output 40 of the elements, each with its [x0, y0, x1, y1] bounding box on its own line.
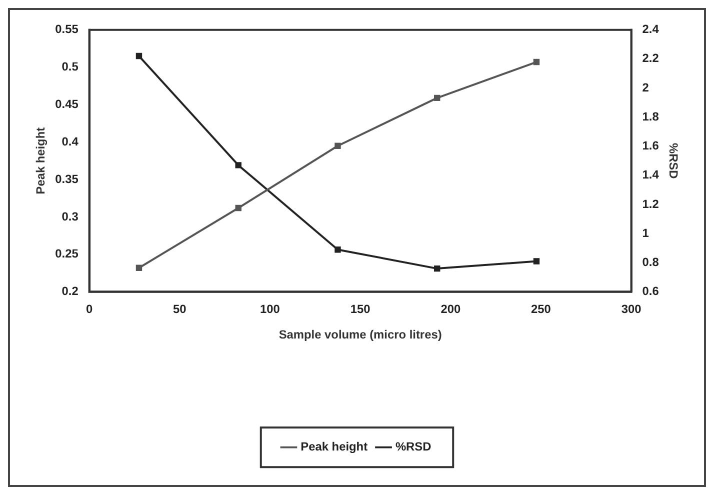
point	[334, 142, 341, 149]
point	[136, 52, 142, 60]
y2-tick-label: 1.6	[642, 138, 660, 153]
point	[136, 264, 142, 271]
y-axis-title: Peak height	[33, 127, 48, 194]
x-tick-label: 50	[173, 302, 187, 316]
y2-tick-label: 1.2	[642, 196, 660, 211]
y2-tick-label: 1	[642, 226, 650, 240]
y2-axis-title: %RSD	[666, 142, 681, 180]
y2-tick-label: 1.4	[642, 168, 660, 182]
point	[334, 246, 341, 253]
point	[434, 94, 440, 102]
y2-tick-label: 0.8	[642, 255, 660, 269]
x-tick-label: 0	[86, 302, 93, 316]
x-tick-label: 200	[440, 302, 461, 316]
y-tick-label: 0.2	[62, 284, 79, 298]
y-tick-label: 0.4	[62, 134, 79, 148]
y2-tick-label: 1.8	[642, 109, 660, 124]
y-tick-label: 0.25	[55, 246, 79, 261]
y2-tick-label: 2	[642, 80, 650, 94]
x-tick-label: 100	[260, 302, 280, 316]
point	[235, 162, 242, 168]
y-tick-label: 0.45	[55, 96, 79, 111]
point	[533, 58, 540, 66]
point	[533, 258, 540, 264]
y-tick-label: 0.35	[55, 172, 79, 186]
x-tick-label: 150	[350, 302, 371, 316]
point	[434, 265, 440, 272]
y2-tick-label: 2.2	[642, 51, 660, 66]
legend-label: Peak height	[300, 440, 368, 454]
y-tick-label: 0.5	[62, 60, 79, 74]
x-tick-label: 250	[531, 302, 552, 316]
point	[235, 204, 242, 212]
y-tick-label: 0.3	[62, 209, 79, 224]
legend-label: %RSD	[395, 440, 432, 454]
y2-tick-label: 2.4	[642, 22, 660, 36]
x-axis-title: Sample volume (micro litres)	[278, 327, 442, 342]
y-tick-label: 0.55	[55, 22, 79, 36]
x-tick-label: 300	[621, 302, 642, 316]
y2-tick-label: 0.6	[642, 284, 660, 298]
